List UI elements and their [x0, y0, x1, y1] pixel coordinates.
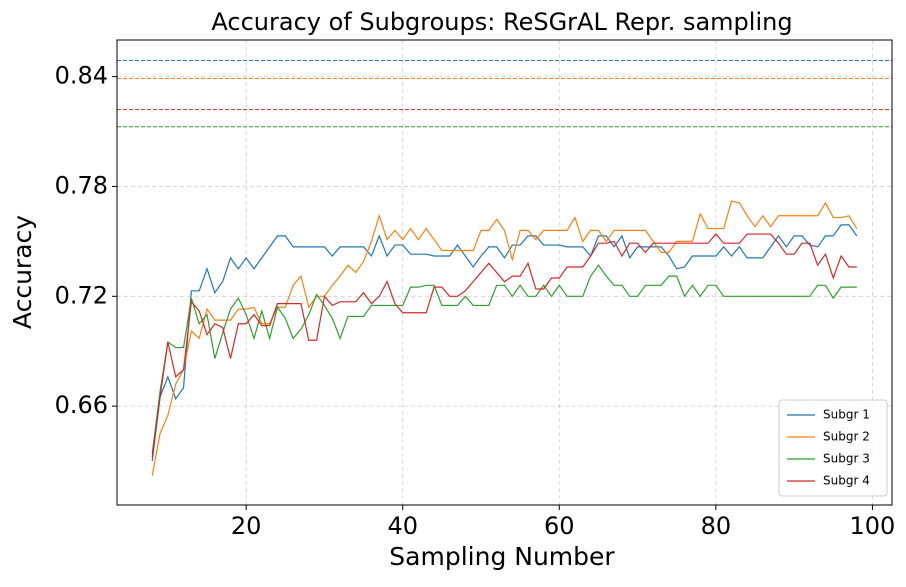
plot-frame	[116, 39, 893, 506]
series-line	[151, 233, 857, 458]
legend-label: Subgr 4	[823, 474, 870, 488]
legend-label: Subgr 1	[823, 408, 870, 422]
y-tick-label: 0.66	[55, 391, 108, 419]
series-line	[151, 224, 858, 462]
legend-label: Subgr 2	[823, 430, 870, 444]
x-tick-label: 60	[544, 512, 575, 540]
x-tick-label: 80	[701, 512, 732, 540]
series-line	[151, 200, 858, 476]
chart-title: Accuracy of Subgroups: ReSGrAL Repr. sam…	[211, 8, 792, 36]
y-tick-label: 0.72	[55, 281, 108, 309]
series-line	[151, 264, 857, 454]
y-tick-label: 0.84	[55, 62, 108, 90]
x-tick-label: 40	[387, 512, 418, 540]
x-tick-label: 20	[231, 512, 262, 540]
y-tick-label: 0.78	[55, 171, 108, 199]
legend-label: Subgr 3	[823, 452, 870, 466]
legend: Subgr 1 Subgr 2 Subgr 3 Subgr 4	[778, 399, 888, 497]
x-axis-label: Sampling Number	[389, 542, 615, 571]
y-axis-label: Accuracy	[8, 215, 37, 329]
x-tick-label: 100	[850, 512, 896, 540]
legend-box	[778, 399, 888, 497]
